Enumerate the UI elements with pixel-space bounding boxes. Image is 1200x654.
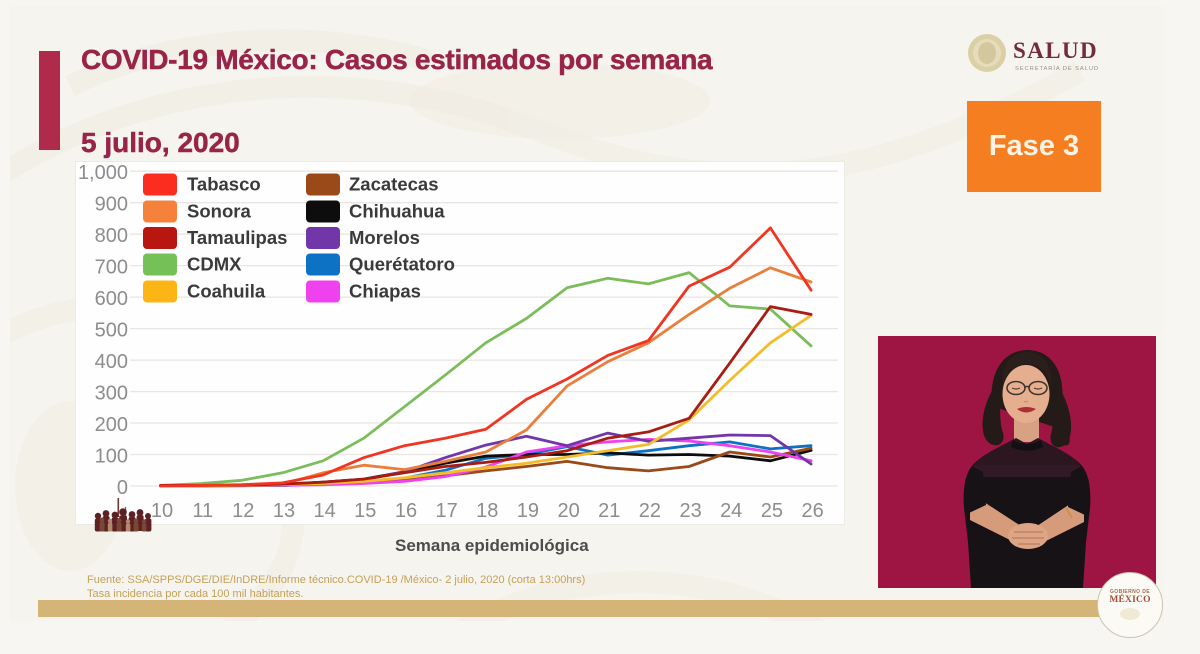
svg-text:Chiapas: Chiapas <box>349 281 421 302</box>
svg-text:10: 10 <box>151 500 173 522</box>
svg-text:SECRETARÍA DE SALUD: SECRETARÍA DE SALUD <box>1015 65 1099 72</box>
svg-text:Sonora: Sonora <box>187 201 251 222</box>
svg-text:11: 11 <box>192 500 213 522</box>
svg-text:18: 18 <box>476 500 498 522</box>
svg-text:24: 24 <box>720 500 742 522</box>
svg-text:Zacatecas: Zacatecas <box>349 174 438 195</box>
svg-text:Chihuahua: Chihuahua <box>349 201 445 222</box>
svg-text:20: 20 <box>557 500 579 522</box>
svg-text:Tabasco: Tabasco <box>187 174 261 195</box>
svg-text:CDMX: CDMX <box>187 254 242 275</box>
svg-text:17: 17 <box>435 500 457 522</box>
svg-text:22: 22 <box>639 500 661 522</box>
svg-text:19: 19 <box>517 500 539 522</box>
svg-text:0: 0 <box>117 477 128 499</box>
svg-text:26: 26 <box>801 500 823 522</box>
svg-text:900: 900 <box>95 194 128 216</box>
svg-text:SALUD: SALUD <box>1013 38 1098 63</box>
svg-text:200: 200 <box>95 414 128 436</box>
svg-text:Querétatoro: Querétatoro <box>349 254 455 275</box>
svg-text:1,000: 1,000 <box>78 162 128 184</box>
svg-text:100: 100 <box>95 446 128 468</box>
svg-text:15: 15 <box>354 500 376 522</box>
svg-text:23: 23 <box>679 500 701 522</box>
svg-text:600: 600 <box>95 288 128 310</box>
svg-text:700: 700 <box>95 257 128 279</box>
svg-text:16: 16 <box>395 500 417 522</box>
svg-text:13: 13 <box>273 500 295 522</box>
svg-text:300: 300 <box>95 383 128 405</box>
svg-text:14: 14 <box>313 500 335 522</box>
svg-text:800: 800 <box>95 225 128 247</box>
svg-text:12: 12 <box>232 500 254 522</box>
svg-text:400: 400 <box>95 351 128 373</box>
svg-text:25: 25 <box>761 500 783 522</box>
svg-text:500: 500 <box>95 320 128 342</box>
svg-text:Morelos: Morelos <box>349 227 420 248</box>
svg-text:21: 21 <box>598 500 620 522</box>
svg-text:Coahuila: Coahuila <box>187 281 266 302</box>
svg-text:Tamaulipas: Tamaulipas <box>187 227 287 248</box>
